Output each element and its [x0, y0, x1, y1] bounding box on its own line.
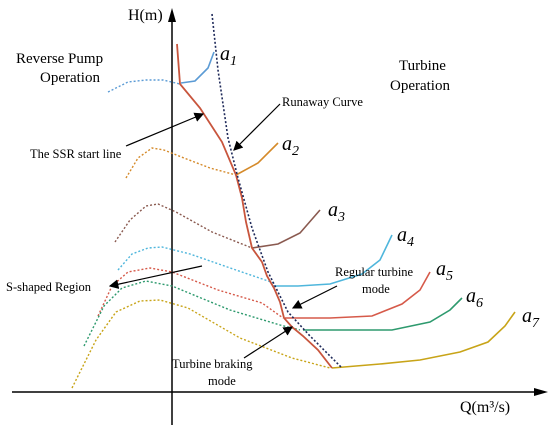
- curve-a2: [235, 142, 279, 176]
- runaway-curve-label: Runaway Curve: [282, 95, 363, 109]
- turbine-braking-label-2: mode: [208, 374, 236, 388]
- curve-a4: [272, 234, 393, 287]
- regular-turbine-arrow: [291, 285, 338, 309]
- y-axis-label: H(m): [128, 7, 163, 24]
- curve-a4-label: a4: [397, 224, 414, 250]
- ssr-start-line-label: The SSR start line: [30, 147, 122, 161]
- regular-turbine-label-2: mode: [362, 282, 390, 296]
- curve-a6-label: a6: [466, 285, 483, 311]
- curve-a5: [285, 271, 431, 319]
- reverse-pump-title-2: Operation: [40, 70, 100, 86]
- reverse-pump-title: Reverse Pump: [16, 51, 103, 67]
- curve-a7: [331, 311, 516, 369]
- curve-a1: [180, 51, 215, 84]
- curve-a3: [251, 209, 321, 249]
- curve-a3-label: a3: [328, 199, 345, 225]
- curve-a6-dotted: [83, 280, 301, 347]
- s-shaped-region-arrow: [108, 265, 203, 289]
- curve-a7-dotted: [71, 299, 331, 389]
- turbine-title: Turbine: [399, 58, 446, 74]
- curve-a2-dotted: [125, 147, 237, 179]
- s-shaped-region-label: S-shaped Region: [6, 280, 92, 294]
- runaway-curve-arrow: [233, 103, 281, 151]
- curve-a1-dotted: [107, 79, 181, 93]
- x-axis-arrow: [534, 388, 548, 396]
- y-axis-arrow: [168, 8, 176, 22]
- x-axis-label: Q(m³/s): [460, 399, 510, 416]
- regular-turbine-label: Regular turbine: [335, 265, 414, 279]
- curve-a2-label: a2: [282, 133, 299, 159]
- curve-a7-label: a7: [522, 305, 540, 331]
- ssr-start-line: [176, 43, 333, 369]
- curve-a6: [303, 297, 463, 331]
- curve-a4-dotted: [117, 246, 275, 284]
- ssr-start-line-arrow: [125, 112, 205, 147]
- turbine-title-2: Operation: [390, 78, 450, 94]
- curve-a1-label: a1: [220, 43, 237, 69]
- turbine-braking-label: Turbine braking: [172, 357, 253, 371]
- curve-a3-dotted: [114, 203, 253, 249]
- curve-a5-label: a5: [436, 258, 453, 284]
- turbine-braking-arrow: [243, 326, 294, 359]
